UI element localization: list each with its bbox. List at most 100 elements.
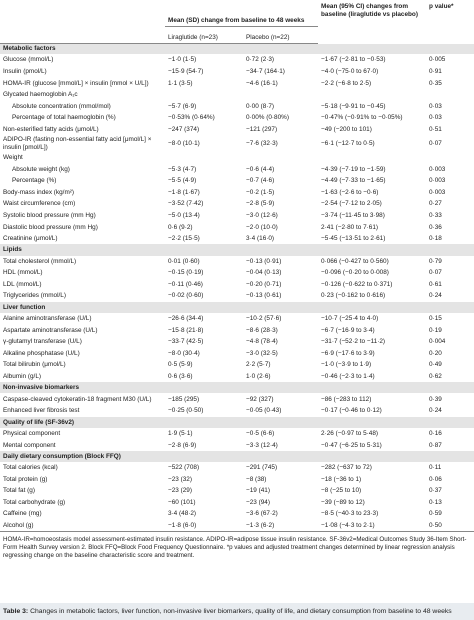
- row-label: Diastolic blood pressure (mm Hg): [3, 223, 98, 231]
- liraglutide-change: −522 (708): [168, 464, 200, 472]
- liraglutide-change: −33·7 (42·5): [168, 338, 204, 346]
- results-table: Mean (SD) change from baseline to 48 wee…: [0, 0, 474, 531]
- liraglutide-change: −0·02 (0·60): [168, 292, 204, 300]
- section-row: Lipids: [0, 244, 474, 256]
- difference-ci: −5·45 (−13·51 to 2·61): [321, 235, 386, 243]
- row-label: Alcohol (g): [3, 521, 34, 529]
- p-value: 0·03: [429, 114, 442, 122]
- row-label: Insulin (pmol/L): [3, 68, 47, 75]
- row-label: Total fat (g): [3, 487, 35, 495]
- data-row: Physical component 1·9 (5·1) −0·5 (6·6) 2·2…: [0, 428, 474, 440]
- p-value: 0·16: [429, 429, 442, 437]
- data-row: Waist circumference (cm) −3·52 (7·42) −2·8…: [0, 198, 474, 210]
- difference-ci: −18 (−36 to 1): [321, 475, 362, 483]
- placebo-change: −8·6 (28·3): [246, 326, 278, 334]
- placebo-change: −0·13 (0·61): [246, 292, 282, 300]
- placebo-change: −8 (38): [246, 475, 267, 483]
- p-value: 0·18: [429, 235, 442, 243]
- row-label: Caspase-cleaved cytokeratin-18 fragment …: [3, 395, 152, 403]
- p-value: 0·13: [429, 498, 442, 506]
- header-p: p value*: [429, 3, 454, 10]
- placebo-change: 1·0 (2·6): [246, 372, 271, 380]
- section-title: Daily dietary consumption (Block FFQ): [0, 450, 474, 462]
- liraglutide-change: −1·8 (6·0): [168, 521, 197, 529]
- liraglutide-change: −1·0 (1·5): [168, 56, 197, 64]
- row-label: Mental component: [3, 441, 56, 449]
- data-row: Alcohol (g) −1·8 (6·0) −1·3 (6·2) −1·08 (−4…: [0, 520, 474, 532]
- placebo-change: −0·20 (0·71): [246, 280, 282, 288]
- data-row: Insulin (pmol/L) −15·9 (54·7) −34·7 (164·1…: [0, 66, 474, 78]
- p-value: 0·20: [429, 349, 442, 357]
- data-row: Total bilirubin (μmol/L) 0·5 (5·9) 2·2 (5·…: [0, 359, 474, 371]
- header-placebo: Placebo (n=22): [243, 25, 319, 44]
- caption-label: Table 3:: [3, 608, 29, 615]
- placebo-change: 0·72 (2·3): [246, 56, 275, 64]
- placebo-change: −0·04 (0·13): [246, 269, 282, 277]
- table-body: Metabolic factors Glucose (mmol/L) −1·0 (1…: [0, 43, 474, 531]
- difference-ci: −4·39 (−7·19 to −1·59): [321, 165, 386, 173]
- difference-ci: 0·066 (−0·427 to 0·560): [321, 257, 389, 265]
- data-row: Caffeine (mg) 3·4 (48·2) −3·6 (67·2) −8·5 (…: [0, 508, 474, 520]
- section-row: Daily dietary consumption (Block FFQ): [0, 450, 474, 462]
- placebo-change: −1·3 (6·2): [246, 521, 275, 529]
- placebo-change: −7·6 (32·3): [246, 140, 278, 148]
- placebo-change: −4·6 (16·1): [246, 79, 278, 87]
- difference-ci: 0·23 (−0·162 to 0·616): [321, 292, 386, 300]
- row-label: Aspartate aminotransferase (U/L): [3, 326, 98, 334]
- row-label: Albumin (g/L): [3, 372, 42, 380]
- liraglutide-change: −8·0 (30·4): [168, 349, 200, 357]
- placebo-change: 2·2 (5·7): [246, 361, 271, 369]
- header-group: Mean (SD) change from baseline to 48 wee…: [168, 16, 305, 24]
- data-row: Weight: [0, 152, 474, 164]
- table-head: Mean (SD) change from baseline to 48 wee…: [0, 0, 474, 44]
- placebo-change: −3·3 (12·4): [246, 441, 278, 449]
- difference-ci: −86 (−283 to 112): [321, 395, 372, 403]
- section-title: Lipids: [0, 244, 474, 256]
- data-row: Total cholesterol (mmol/L) 0·01 (0·60) −0·…: [0, 256, 474, 268]
- data-row: Mental component −2·8 (6·9) −3·3 (12·4) −0·…: [0, 439, 474, 451]
- p-value: 0·06: [429, 475, 442, 483]
- placebo-change: −19 (41): [246, 487, 270, 495]
- difference-ci: −1·08 (−4·3 to 2·1): [321, 521, 375, 529]
- placebo-change: −3·0 (12·6): [246, 212, 278, 220]
- data-row: HDL (mmol/L) −0·15 (0·19) −0·04 (0·13) −0·0…: [0, 267, 474, 279]
- placebo-change: −0·6 (4·4): [246, 165, 275, 173]
- liraglutide-change: −1·8 (1·67): [168, 188, 200, 196]
- caption: Table 3: Changes in metabolic factors, l…: [0, 603, 474, 620]
- data-row: Diastolic blood pressure (mm Hg) 0·6 (9·2…: [0, 221, 474, 233]
- placebo-change: −92 (327): [246, 395, 274, 403]
- placebo-change: −0·05 (0·43): [246, 407, 282, 415]
- data-row: HOMA-IR (glucose [mmol/L] × insulin [mmo…: [0, 77, 474, 89]
- difference-ci: −39 (−89 to 12): [321, 498, 365, 506]
- row-label: ADIPO-IR (fasting non-essential fatty ac…: [3, 136, 152, 151]
- placebo-change: −0·7 (4·6): [246, 177, 275, 185]
- row-label: Non-esterified fatty acids (μmol/L): [3, 125, 99, 133]
- row-label: Body-mass index (kg/m²): [3, 188, 75, 196]
- header-blank: [0, 26, 165, 44]
- row-label: Physical component: [3, 429, 61, 437]
- placebo-change: −0·13 (0·91): [246, 257, 282, 265]
- p-value: 0·49: [429, 361, 442, 369]
- difference-ci: −282 (−637 to 72): [321, 464, 372, 472]
- row-label: Enhanced liver fibrosis test: [3, 407, 80, 415]
- difference-ci: −4·0 (−75·0 to 67·0): [321, 68, 379, 75]
- data-row: ADIPO-IR (fasting non-essential fatty ac…: [0, 135, 474, 152]
- difference-ci: −6·7 (−16·9 to 3·4): [321, 326, 375, 334]
- difference-ci: 2·26 (−0·97 to 5·48): [321, 429, 379, 437]
- liraglutide-change: −15·8 (21·8): [168, 326, 204, 334]
- difference-ci: −3·74 (−11·45 to 3·98): [321, 212, 385, 220]
- difference-ci: −1·67 (−2·81 to −0·53): [321, 56, 386, 64]
- liraglutide-change: −185 (295): [168, 395, 200, 403]
- difference-ci: −8 (−25 to 10): [321, 487, 362, 495]
- liraglutide-change: −0·11 (0·46): [168, 280, 203, 288]
- p-value: 0·33: [429, 212, 442, 220]
- p-value: 0·003: [429, 165, 446, 173]
- data-row: Alkaline phosphatase (U/L) −8·0 (30·4) −3·…: [0, 348, 474, 360]
- row-label: Glycated haemoglobin A₁c: [3, 91, 78, 99]
- placebo-change: −291 (745): [246, 464, 278, 472]
- p-value: 0·35: [429, 79, 442, 87]
- p-value: 0·37: [429, 487, 442, 495]
- row-label: Glucose (mmol/L): [3, 56, 54, 64]
- empty-cell: [165, 89, 474, 101]
